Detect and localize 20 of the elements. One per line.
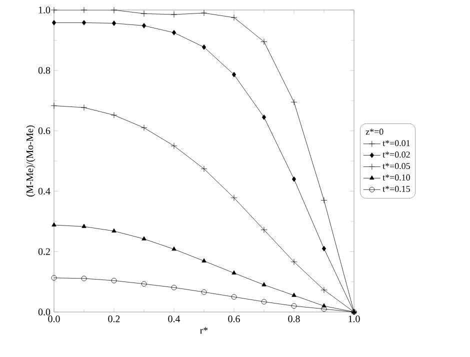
x-tick-label: 1.0 [348,316,360,322]
legend-title: z*=0 [366,128,384,135]
y-tick-label: 0.2 [38,248,50,255]
y-tick-label: 0.0 [38,308,50,316]
x-tick-label: 0.6 [228,316,240,322]
y-tick-label: 1.0 [38,6,50,14]
y-tick-label: 0.6 [38,127,50,134]
legend-label: t*=0.10 [382,174,410,181]
y-axis-title: (M-Me)/(Mo-Me) [26,125,36,197]
x-tick-label: 0.2 [108,316,120,322]
x-tick-label: 0.0 [48,316,60,322]
x-tick-label: 0.4 [168,316,180,322]
x-axis-title: r* [200,327,208,334]
y-tick-label: 0.4 [38,188,50,195]
legend-label: t*=0.15 [382,186,410,192]
legend-label: t*=0.02 [382,152,410,158]
legend-label: t*=0.05 [382,162,410,170]
y-tick-label: 0.8 [38,67,50,74]
x-tick-label: 0.8 [288,316,300,322]
legend-label: t*=0.01 [382,140,410,146]
